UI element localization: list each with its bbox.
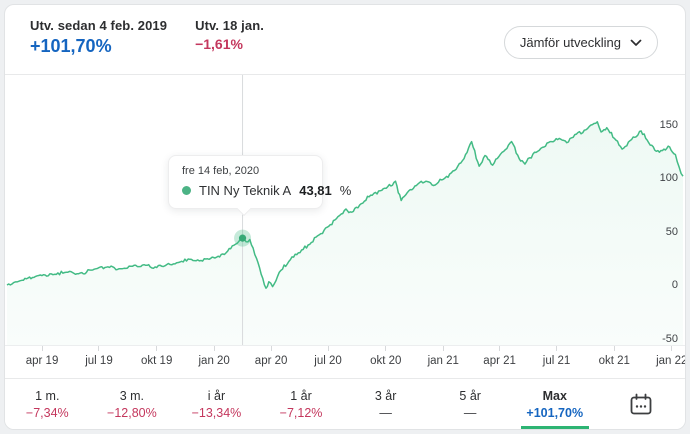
area-fill xyxy=(7,121,683,345)
tooltip-date: fre 14 feb, 2020 xyxy=(182,165,260,177)
compare-development-label: Jämför utveckling xyxy=(519,35,621,50)
x-axis-label: jul 19 xyxy=(85,355,113,367)
x-axis-label: okt 21 xyxy=(598,355,630,367)
x-axis-label: apr 20 xyxy=(254,355,288,367)
period-label: Max xyxy=(542,388,567,403)
selected-period-underline xyxy=(520,426,589,429)
y-axis-label: -50 xyxy=(662,332,678,345)
stat-since-start-value: +101,70% xyxy=(30,36,112,56)
stat-latest-day: Utv. 18 jan. −1,61% xyxy=(195,18,264,57)
series-line xyxy=(6,121,684,289)
period-label: 1 år xyxy=(290,388,312,403)
period-value: −7,12% xyxy=(279,405,323,420)
period-value: −12,80% xyxy=(107,405,157,420)
stat-latest-day-label: Utv. 18 jan. xyxy=(195,18,264,33)
x-axis-label: jan 22 xyxy=(656,355,686,367)
period-value: −7,34% xyxy=(25,405,69,420)
tooltip-series-row: TIN Ny Teknik A 43,81 % xyxy=(182,183,351,198)
x-axis-label: jul 20 xyxy=(314,355,342,367)
period-button-max[interactable]: Max +101,70% xyxy=(512,379,598,429)
period-button-5år[interactable]: 5 år — xyxy=(427,379,513,429)
x-axis-tick xyxy=(98,346,100,351)
y-axis-label: 100 xyxy=(659,172,678,184)
x-axis-tick xyxy=(613,346,615,351)
x-axis-tick xyxy=(442,346,444,351)
stat-latest-day-value: −1,61% xyxy=(195,36,243,52)
x-axis-label: okt 20 xyxy=(370,355,402,367)
x-axis-tick xyxy=(385,346,387,351)
x-axis-tick xyxy=(41,346,43,351)
period-button-1m[interactable]: 1 m. −7,34% xyxy=(5,379,90,429)
y-axis-label: 50 xyxy=(665,225,678,238)
chart-header: Utv. sedan 4 feb. 2019 +101,70% Utv. 18 … xyxy=(5,5,685,75)
chart-tooltip: fre 14 feb, 2020 TIN Ny Teknik A 43,81 % xyxy=(168,155,351,216)
stat-since-start-label: Utv. sedan 4 feb. 2019 xyxy=(30,18,168,33)
compare-development-button[interactable]: Jämför utveckling xyxy=(503,26,658,59)
x-axis-label: jan 20 xyxy=(198,355,230,367)
x-axis-label: okt 19 xyxy=(141,355,173,367)
x-axis-label: jan 21 xyxy=(427,355,459,367)
stats-row: Utv. sedan 4 feb. 2019 +101,70% Utv. 18 … xyxy=(30,18,264,57)
period-label: 3 år xyxy=(374,388,397,403)
y-axis-label: 0 xyxy=(671,279,678,291)
period-value: — xyxy=(463,405,477,420)
period-button-iår[interactable]: i år −13,34% xyxy=(174,379,259,429)
period-selector: 1 m. −7,34% 3 m. −12,80% i år −13,34% 1 år −7,1… xyxy=(5,378,685,429)
chart-canvas xyxy=(6,75,684,345)
period-value: +101,70% xyxy=(526,405,584,420)
period-label: 1 m. xyxy=(35,388,60,403)
x-axis-tick xyxy=(499,346,501,351)
performance-chart[interactable]: 150 100 50 0 -50 fre 14 feb, 2020 TIN Ny Tek… xyxy=(5,75,685,345)
period-button-3m[interactable]: 3 m. −12,80% xyxy=(89,379,175,429)
period-label: 5 år xyxy=(459,388,481,403)
calendar-button[interactable] xyxy=(597,379,685,429)
calendar-icon xyxy=(630,393,652,414)
marker-dot xyxy=(238,234,247,242)
stat-since-start: Utv. sedan 4 feb. 2019 +101,70% xyxy=(30,18,167,57)
period-button-3år[interactable]: 3 år — xyxy=(343,379,428,429)
x-axis: apr 19 jul 19 okt 19 jan 20 apr 20 jul 20 okt … xyxy=(5,345,685,377)
period-button-1år[interactable]: 1 år −7,12% xyxy=(258,379,344,429)
tooltip-value: 43,81 xyxy=(299,183,332,198)
x-axis-tick xyxy=(156,346,158,351)
x-axis-label: apr 19 xyxy=(25,355,59,367)
x-axis-tick xyxy=(213,346,215,351)
period-value: −13,34% xyxy=(191,405,242,420)
x-axis-tick xyxy=(270,346,272,351)
period-label: i år xyxy=(207,388,226,403)
period-value: — xyxy=(379,405,392,420)
tooltip-series-name: TIN Ny Teknik A xyxy=(199,183,292,198)
series-dot-icon xyxy=(182,186,191,195)
tooltip-unit: % xyxy=(339,183,352,198)
x-axis-label: apr 21 xyxy=(483,355,516,367)
x-axis-label: jul 21 xyxy=(542,355,571,367)
x-axis-tick xyxy=(556,346,558,351)
chevron-down-icon xyxy=(630,39,642,46)
x-axis-tick xyxy=(327,346,329,351)
period-label: 3 m. xyxy=(119,388,145,403)
y-axis-label: 150 xyxy=(659,118,678,131)
fund-performance-card: Utv. sedan 4 feb. 2019 +101,70% Utv. 18 … xyxy=(4,4,686,430)
x-axis-tick xyxy=(671,346,673,351)
